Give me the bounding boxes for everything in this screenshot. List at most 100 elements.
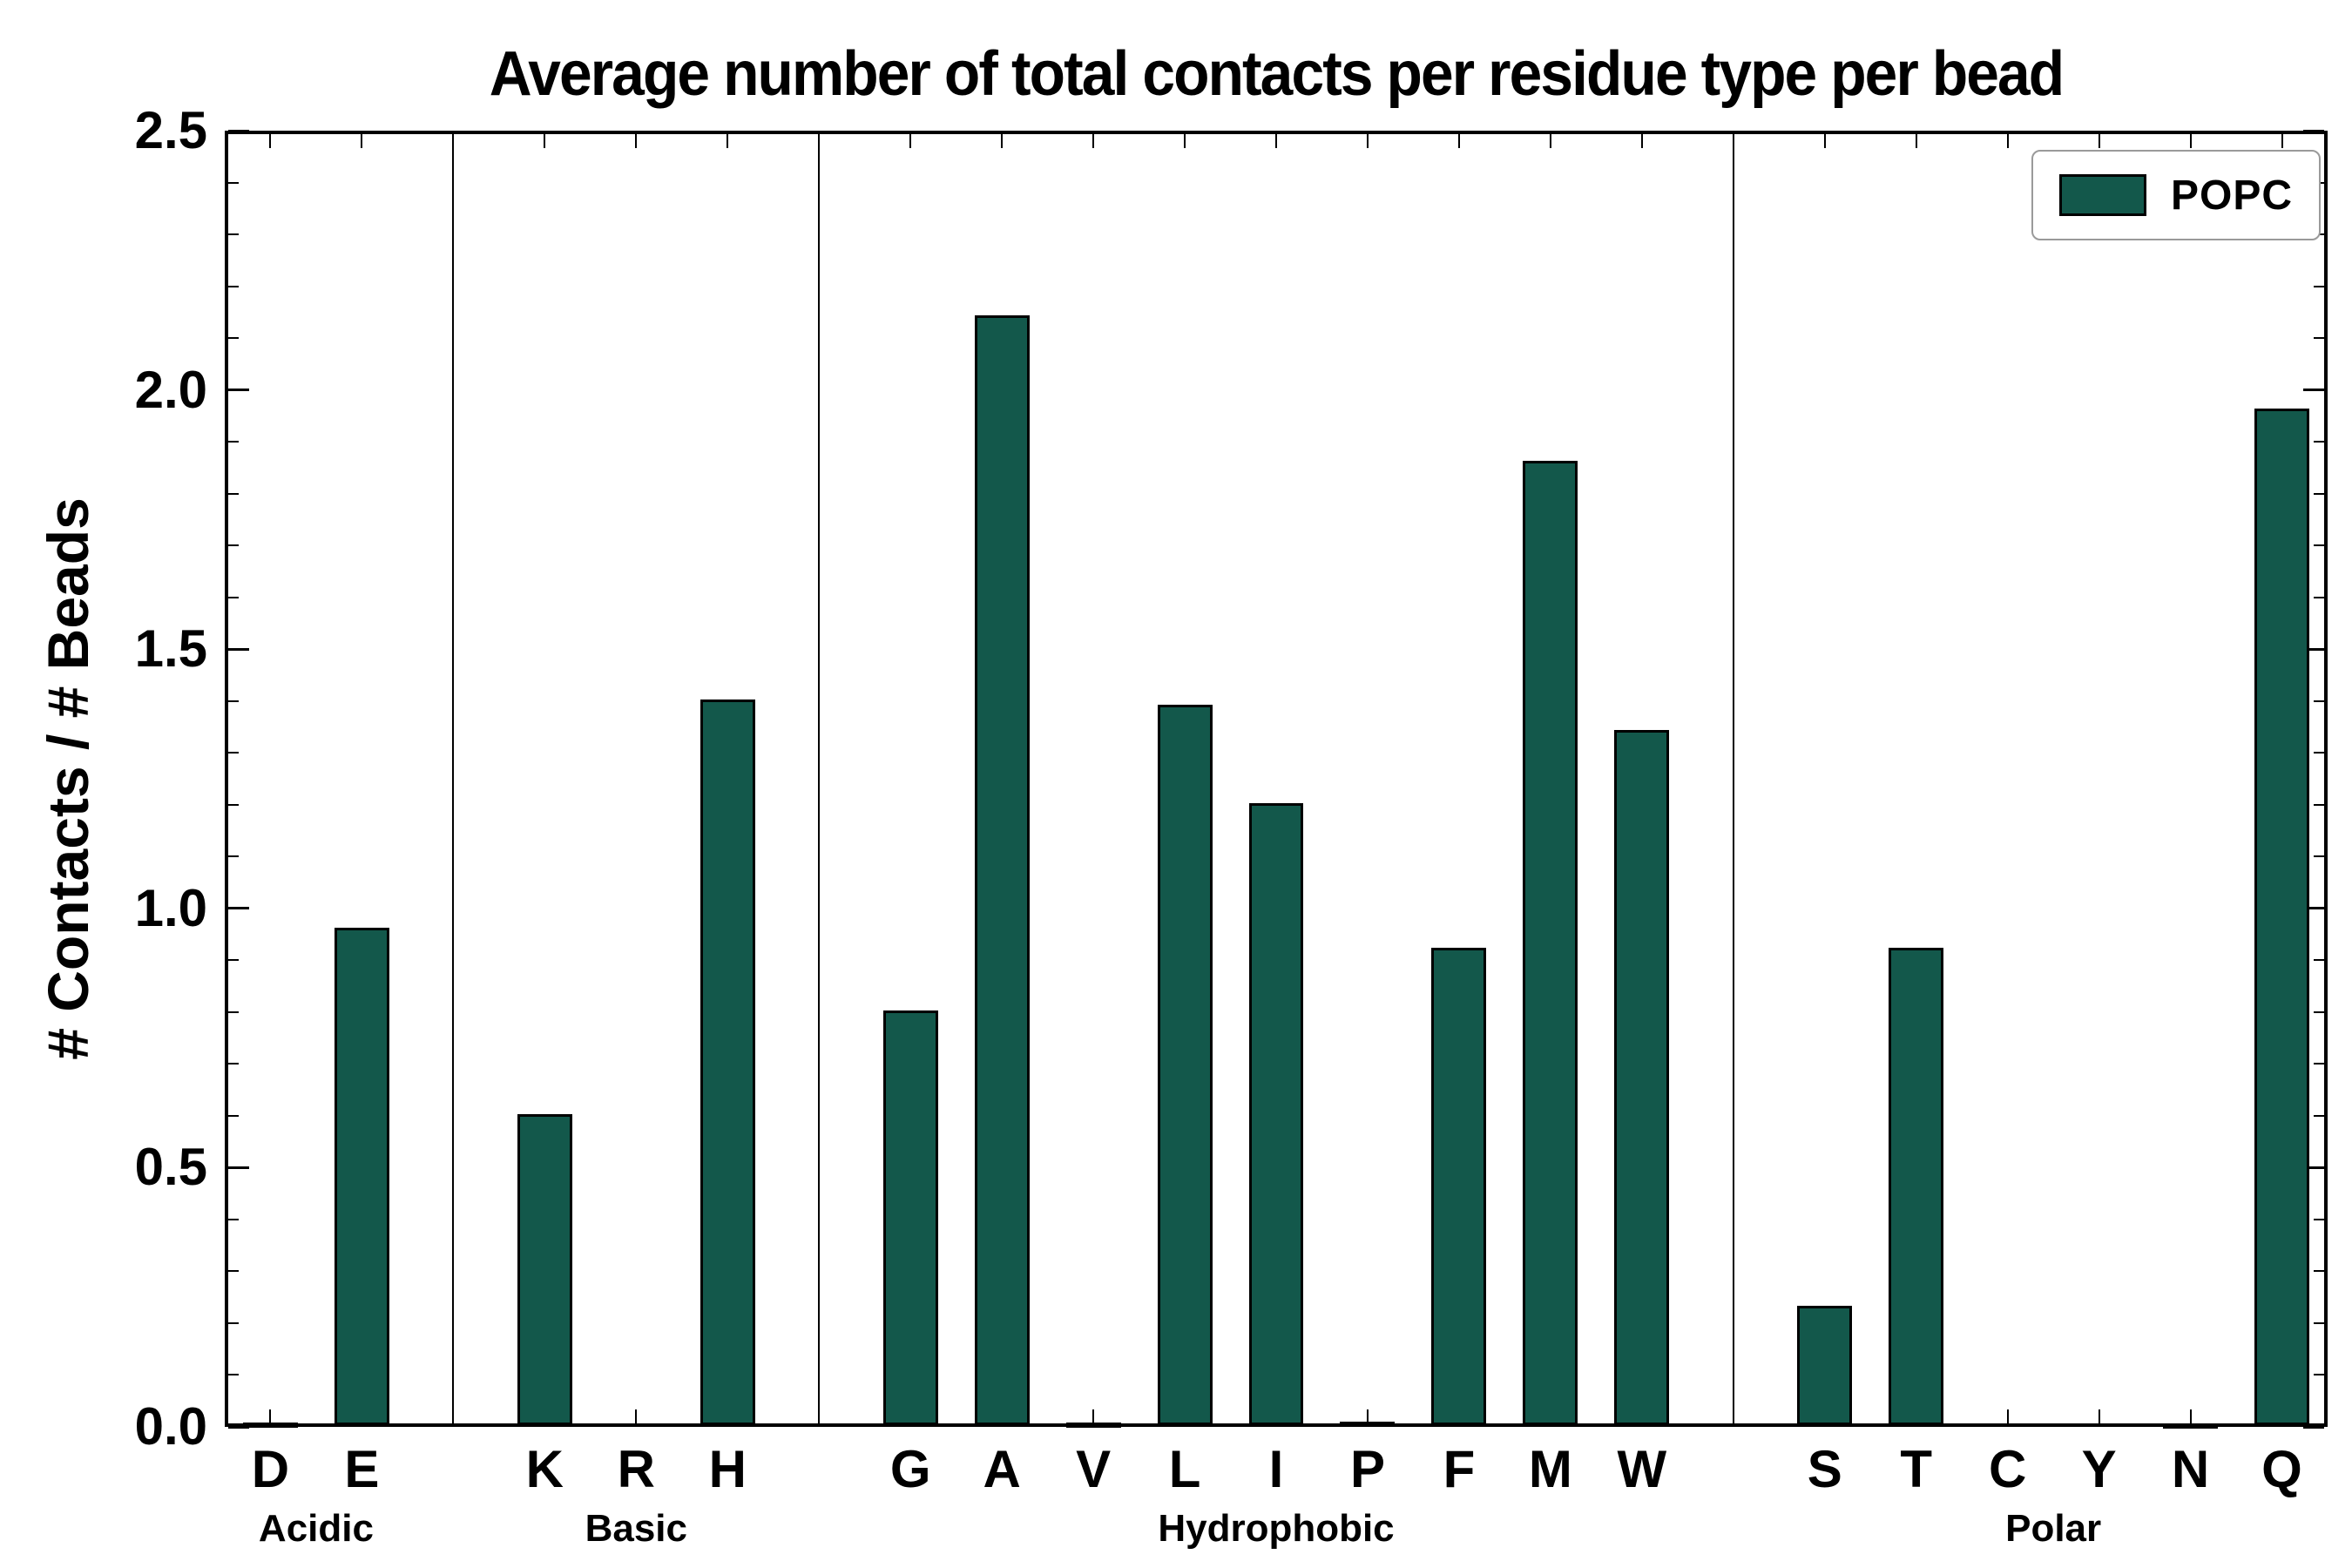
y-axis-tick-label: 2.0 (134, 360, 207, 419)
y-axis-minor-tick (2314, 700, 2324, 702)
chart-title: Average number of total contacts per res… (489, 39, 2065, 109)
y-axis-minor-tick (2314, 1374, 2324, 1376)
y-axis-minor-tick (228, 1374, 239, 1376)
bar-S (1797, 1306, 1853, 1425)
y-axis-minor-tick (2314, 855, 2324, 858)
x-axis-tick-label-D: D (251, 1440, 290, 1498)
bar-H (700, 699, 755, 1425)
y-axis-minor-tick (228, 181, 239, 184)
y-axis-minor-tick (2314, 492, 2324, 495)
x-axis-tick-label-K: K (525, 1440, 564, 1498)
x-axis-tick-label-T: T (1900, 1440, 1933, 1498)
y-axis-major-tick (228, 389, 249, 392)
y-axis-major-tick (2303, 1425, 2324, 1429)
y-axis-label: # Contacts / # Beads (36, 497, 100, 1060)
x-axis-tick-label-E: E (344, 1440, 380, 1498)
bar-A (974, 315, 1030, 1425)
x-axis-tick-label-P: P (1349, 1440, 1385, 1498)
y-axis-minor-tick (2314, 337, 2324, 340)
y-axis-minor-tick (228, 492, 239, 495)
y-axis-minor-tick (228, 441, 239, 443)
bar-Q (2254, 409, 2309, 1425)
bar-V (1065, 1423, 1121, 1429)
y-axis-minor-tick (2314, 803, 2324, 806)
bar-W (1614, 730, 1670, 1425)
y-axis-minor-tick (228, 700, 239, 702)
group-label-acidic: Acidic (258, 1507, 374, 1550)
bar-T (1889, 948, 1944, 1425)
y-axis-major-tick (228, 907, 249, 910)
y-axis-minor-tick (228, 337, 239, 340)
bar-F (1431, 948, 1487, 1425)
x-axis-tick (2281, 134, 2283, 148)
y-axis-minor-tick (228, 803, 239, 806)
group-divider (1732, 131, 1734, 1427)
x-axis-tick (1457, 134, 1460, 148)
y-axis-minor-tick (228, 1063, 239, 1065)
x-axis-tick (1823, 134, 1826, 148)
bar-K (517, 1113, 572, 1425)
group-label-hydrophobic: Hydrophobic (1158, 1507, 1395, 1550)
x-axis-tick (1092, 1409, 1095, 1423)
y-axis-tick-label: 0.0 (134, 1397, 207, 1456)
y-axis-minor-tick (2314, 285, 2324, 287)
x-axis-tick (2189, 1409, 2192, 1423)
x-axis-tick (2098, 134, 2100, 148)
x-axis-tick-label-A: A (983, 1440, 1021, 1498)
bar-L (1157, 704, 1213, 1425)
y-axis-minor-tick (228, 1218, 239, 1220)
x-axis-tick-label-L: L (1168, 1440, 1201, 1498)
x-axis-tick-label-N: N (2171, 1440, 2210, 1498)
y-axis-minor-tick (2314, 1114, 2324, 1117)
y-axis-minor-tick (2314, 1321, 2324, 1324)
y-axis-major-tick (2303, 907, 2324, 910)
y-axis-minor-tick (228, 285, 239, 287)
x-axis-tick-label-C: C (1988, 1440, 2027, 1498)
x-axis-tick (1184, 134, 1186, 148)
x-axis-tick (1366, 134, 1369, 148)
x-axis-tick-label-Y: Y (2081, 1440, 2117, 1498)
x-axis-tick-label-M: M (1528, 1440, 1572, 1498)
x-axis-tick (2098, 1409, 2100, 1423)
x-axis-tick (2006, 134, 2009, 148)
bar-I (1248, 802, 1304, 1425)
y-axis-major-tick (228, 129, 249, 132)
x-axis-tick (1640, 134, 1643, 148)
y-axis-minor-tick (228, 1114, 239, 1117)
x-axis-tick-label-W: W (1617, 1440, 1667, 1498)
x-axis-tick-label-F: F (1443, 1440, 1476, 1498)
y-axis-minor-tick (2314, 1218, 2324, 1220)
y-axis-major-tick (2303, 647, 2324, 651)
x-axis-tick (2006, 1409, 2009, 1423)
bar-P (1340, 1421, 1396, 1427)
legend-label: POPC (2170, 172, 2293, 219)
x-axis-tick (1001, 134, 1004, 148)
y-axis-minor-tick (228, 855, 239, 858)
group-divider (452, 131, 455, 1427)
y-axis-major-tick (2303, 389, 2324, 392)
x-axis-tick (1275, 134, 1277, 148)
y-axis-minor-tick (228, 752, 239, 754)
x-axis-tick-label-Q: Q (2261, 1440, 2302, 1498)
y-axis-minor-tick (2314, 1010, 2324, 1013)
y-axis-major-tick (228, 647, 249, 651)
legend: POPC (2031, 150, 2321, 240)
y-axis-tick-label: 2.5 (134, 101, 207, 159)
axis-frame (225, 131, 2328, 1427)
y-axis-minor-tick (228, 233, 239, 236)
x-axis-tick-label-V: V (1076, 1440, 1112, 1498)
y-axis-minor-tick (2314, 959, 2324, 962)
x-axis-tick (635, 1409, 638, 1423)
bar-G (882, 1010, 938, 1425)
y-axis-minor-tick (228, 1010, 239, 1013)
x-axis-tick-label-I: I (1268, 1440, 1284, 1498)
legend-swatch-popc (2058, 174, 2146, 216)
y-axis-major-tick (228, 1166, 249, 1169)
y-axis-minor-tick (228, 596, 239, 598)
x-axis-tick (1549, 134, 1551, 148)
y-axis-tick-label: 0.5 (134, 1138, 207, 1197)
y-axis-tick-label: 1.0 (134, 878, 207, 937)
x-axis-tick (1915, 134, 1917, 148)
y-axis-minor-tick (2314, 596, 2324, 598)
